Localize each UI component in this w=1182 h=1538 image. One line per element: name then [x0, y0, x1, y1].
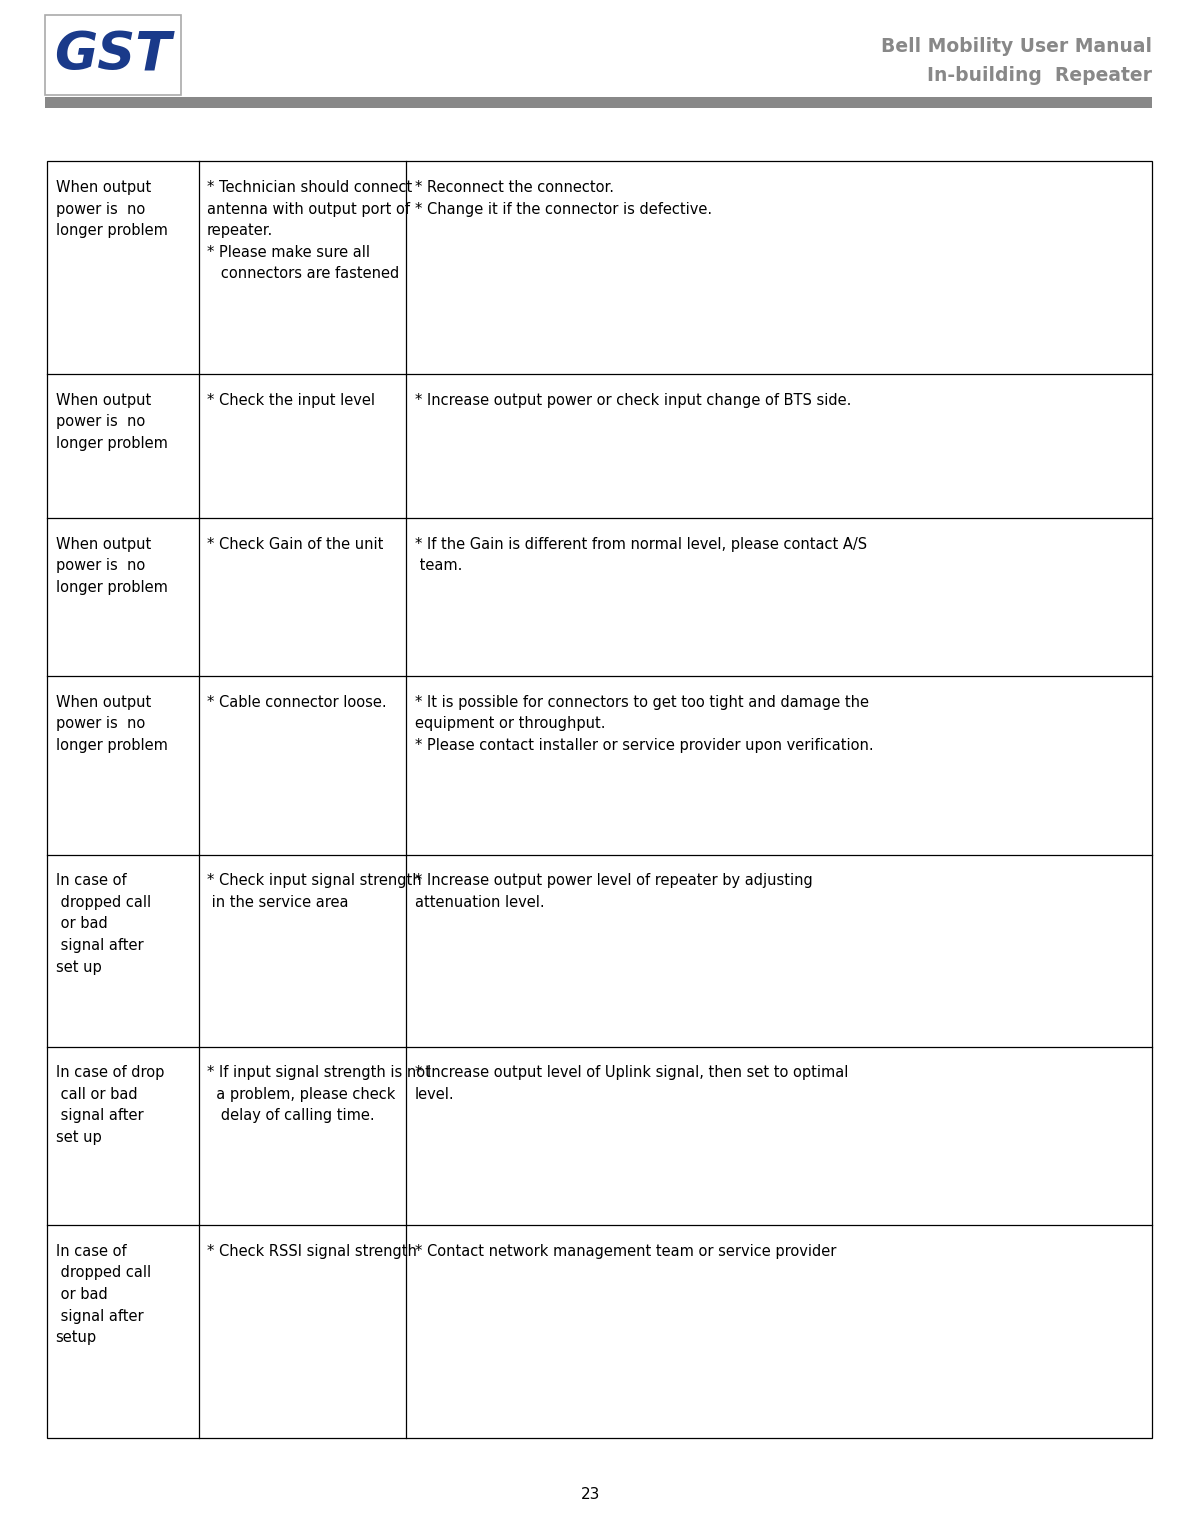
Text: When output
power is  no
longer problem: When output power is no longer problem — [56, 392, 168, 451]
Text: * If the Gain is different from normal level, please contact A/S
 team.: * If the Gain is different from normal l… — [415, 537, 866, 574]
Bar — [45, 97, 1152, 108]
Text: * Check the input level: * Check the input level — [207, 392, 375, 408]
FancyBboxPatch shape — [45, 15, 181, 95]
Text: * Increase output level of Uplink signal, then set to optimal
level.: * Increase output level of Uplink signal… — [415, 1066, 849, 1101]
Text: GST: GST — [54, 29, 171, 82]
Text: When output
power is  no
longer problem: When output power is no longer problem — [56, 537, 168, 595]
Text: When output
power is  no
longer problem: When output power is no longer problem — [56, 695, 168, 754]
Text: * Increase output power level of repeater by adjusting
attenuation level.: * Increase output power level of repeate… — [415, 874, 812, 909]
Text: * Check RSSI signal strength: * Check RSSI signal strength — [207, 1244, 417, 1258]
Text: * Check Gain of the unit: * Check Gain of the unit — [207, 537, 383, 552]
Bar — [47, 161, 1152, 1438]
Text: Bell Mobility User Manual: Bell Mobility User Manual — [882, 37, 1152, 55]
Text: * Increase output power or check input change of BTS side.: * Increase output power or check input c… — [415, 392, 851, 408]
Text: * Technician should connect
antenna with output port of
repeater.
* Please make : * Technician should connect antenna with… — [207, 180, 413, 281]
Text: In case of drop
 call or bad
 signal after
set up: In case of drop call or bad signal after… — [56, 1066, 164, 1146]
Text: * Reconnect the connector.
* Change it if the connector is defective.: * Reconnect the connector. * Change it i… — [415, 180, 712, 217]
Text: 23: 23 — [582, 1487, 600, 1503]
Text: * Contact network management team or service provider: * Contact network management team or ser… — [415, 1244, 836, 1258]
Text: In case of
 dropped call
 or bad
 signal after
setup: In case of dropped call or bad signal af… — [56, 1244, 150, 1346]
Text: When output
power is  no
longer problem: When output power is no longer problem — [56, 180, 168, 238]
Text: In case of
 dropped call
 or bad
 signal after
set up: In case of dropped call or bad signal af… — [56, 874, 150, 975]
Text: * Cable connector loose.: * Cable connector loose. — [207, 695, 387, 709]
Text: * If input signal strength is not
  a problem, please check
   delay of calling : * If input signal strength is not a prob… — [207, 1066, 430, 1123]
Text: * Check input signal strength
 in the service area: * Check input signal strength in the ser… — [207, 874, 422, 909]
Text: In-building  Repeater: In-building Repeater — [928, 66, 1152, 85]
Text: * It is possible for connectors to get too tight and damage the
equipment or thr: * It is possible for connectors to get t… — [415, 695, 873, 754]
